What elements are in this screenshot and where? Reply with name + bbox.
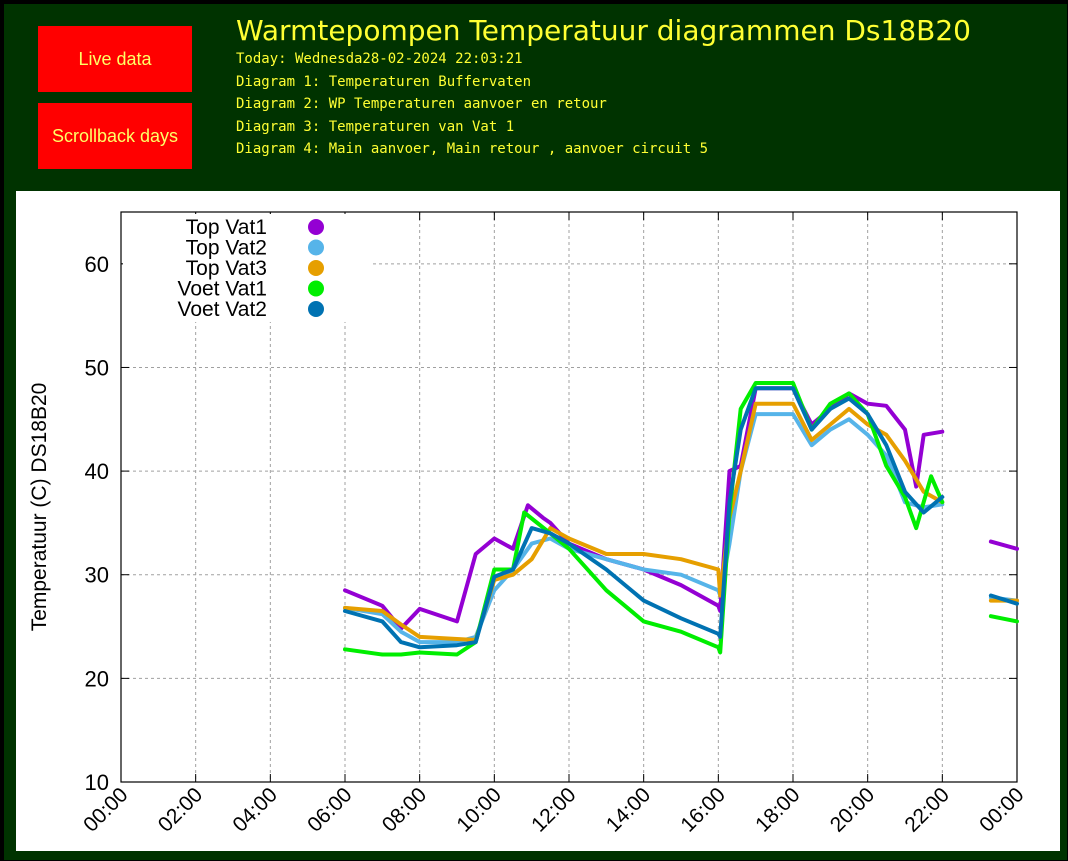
scrollback-days-button[interactable]: Scrollback days (38, 103, 192, 169)
x-tick-label: 10:00 (452, 783, 505, 836)
diagram-description-3: Diagram 3: Temperaturen van Vat 1 (236, 118, 515, 135)
series-line-voet-vat1 (343, 381, 945, 657)
series-line-voet-vat1 (988, 614, 1019, 624)
x-tick-label: 20:00 (826, 783, 879, 836)
header: Warmtepompen Temperatuur diagrammen Ds18… (236, 14, 971, 161)
chart-panel: 10 20 30 40 50 60 00:00 02:00 04:00 06:00 08:00 10:… (16, 191, 1060, 851)
x-tick-label: 04:00 (228, 783, 281, 836)
diagram-description-2: Diagram 2: WP Temperaturen aanvoer en re… (236, 96, 607, 112)
legend-label: Voet Vat1 (177, 278, 267, 301)
x-tick-label: 12:00 (527, 783, 580, 836)
legend-marker (308, 239, 324, 256)
series-line-top-vat1 (343, 386, 945, 631)
legend-box (123, 214, 373, 322)
diagram-description-4: Diagram 4: Main aanvoer, Main retour , a… (236, 141, 709, 157)
legend-label: Voet Vat2 (177, 298, 267, 321)
today-timestamp: Today: Wednesda28-02-2024 22:03:21 (236, 51, 523, 67)
y-tick-label: 30 (85, 563, 109, 588)
y-axis-label: Temperatuur (C) DS18B20 (28, 383, 51, 632)
series-line-top-vat3 (343, 401, 945, 642)
legend-marker (308, 301, 324, 317)
x-tick-label: 00:00 (975, 783, 1028, 836)
legend-label: Top Vat3 (186, 257, 267, 280)
y-tick-label: 10 (85, 770, 109, 795)
series-line-voet-vat2 (988, 593, 1019, 606)
series-line-top-vat1 (988, 539, 1019, 551)
diagram-description-1: Diagram 1: Temperaturen Buffervaten (236, 73, 532, 90)
x-tick-label: 16:00 (676, 783, 729, 836)
live-data-button[interactable]: Live data (38, 26, 192, 92)
y-tick-label: 20 (85, 666, 109, 691)
legend-marker (308, 219, 324, 235)
series-line-voet-vat2 (343, 386, 945, 650)
page-title: Warmtepompen Temperatuur diagrammen Ds18… (236, 14, 971, 47)
legend-label: Top Vat2 (186, 237, 267, 260)
temperature-chart: 10 20 30 40 50 60 00:00 02:00 04:00 06:00 08:00 10:… (28, 211, 1029, 837)
x-tick-label: 14:00 (602, 783, 655, 836)
x-tick-label: 22:00 (900, 783, 953, 836)
page-frame: Live data Scrollback days Warmtepompen T… (4, 4, 1067, 860)
y-tick-label: 40 (85, 459, 109, 484)
legend-label: Top Vat1 (186, 216, 267, 239)
x-tick-label: 06:00 (303, 783, 356, 836)
x-tick-label: 18:00 (751, 783, 804, 836)
y-tick-label: 60 (85, 252, 109, 277)
x-tick-label: 08:00 (378, 783, 431, 836)
y-tick-label: 50 (85, 355, 109, 380)
x-tick-label: 02:00 (154, 783, 207, 836)
legend-marker (308, 260, 324, 276)
legend-marker (308, 280, 324, 297)
